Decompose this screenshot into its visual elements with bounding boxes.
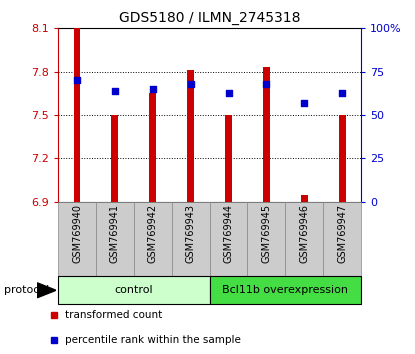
Bar [134, 202, 172, 276]
Point [74, 78, 81, 83]
Text: GSM769941: GSM769941 [110, 204, 120, 263]
Text: percentile rank within the sample: percentile rank within the sample [66, 335, 241, 345]
Point [225, 90, 232, 95]
Text: GSM769947: GSM769947 [337, 204, 347, 263]
Text: GSM769945: GSM769945 [261, 204, 271, 263]
Bar [172, 202, 210, 276]
Text: GSM769940: GSM769940 [72, 204, 82, 263]
Point [339, 90, 345, 95]
Title: GDS5180 / ILMN_2745318: GDS5180 / ILMN_2745318 [119, 11, 300, 24]
Polygon shape [37, 283, 56, 298]
Bar [58, 202, 96, 276]
Bar [58, 276, 210, 304]
Text: protocol: protocol [4, 285, 49, 295]
Text: GSM769943: GSM769943 [186, 204, 195, 263]
Bar [263, 67, 270, 202]
Text: Bcl11b overexpression: Bcl11b overexpression [222, 285, 348, 295]
Point [149, 86, 156, 92]
Bar [225, 115, 232, 202]
Text: GSM769942: GSM769942 [148, 204, 158, 263]
Bar [247, 202, 285, 276]
Bar [286, 202, 323, 276]
Bar [96, 202, 134, 276]
Point [187, 81, 194, 87]
Point [112, 88, 118, 93]
Point [301, 100, 308, 106]
Point [263, 81, 270, 87]
Bar [210, 276, 361, 304]
Bar [210, 202, 247, 276]
Text: transformed count: transformed count [66, 310, 163, 320]
Bar [73, 28, 81, 202]
Bar [112, 115, 118, 202]
Bar [301, 195, 308, 202]
Bar [149, 93, 156, 202]
Bar [187, 70, 194, 202]
Text: GSM769946: GSM769946 [299, 204, 309, 263]
Bar [339, 115, 346, 202]
Text: control: control [115, 285, 153, 295]
Bar [323, 202, 361, 276]
Text: GSM769944: GSM769944 [224, 204, 234, 263]
